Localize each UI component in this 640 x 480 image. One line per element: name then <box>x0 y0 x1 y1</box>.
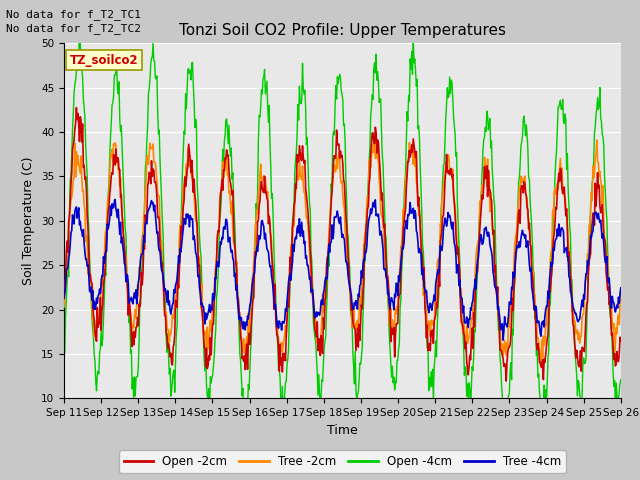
Title: Tonzi Soil CO2 Profile: Upper Temperatures: Tonzi Soil CO2 Profile: Upper Temperatur… <box>179 23 506 38</box>
X-axis label: Time: Time <box>327 424 358 437</box>
Legend: Open -2cm, Tree -2cm, Open -4cm, Tree -4cm: Open -2cm, Tree -2cm, Open -4cm, Tree -4… <box>119 450 566 473</box>
Text: No data for f_T2_TC1: No data for f_T2_TC1 <box>6 9 141 20</box>
Text: TZ_soilco2: TZ_soilco2 <box>70 54 138 67</box>
Text: No data for f_T2_TC2: No data for f_T2_TC2 <box>6 23 141 34</box>
Y-axis label: Soil Temperature (C): Soil Temperature (C) <box>22 156 35 285</box>
